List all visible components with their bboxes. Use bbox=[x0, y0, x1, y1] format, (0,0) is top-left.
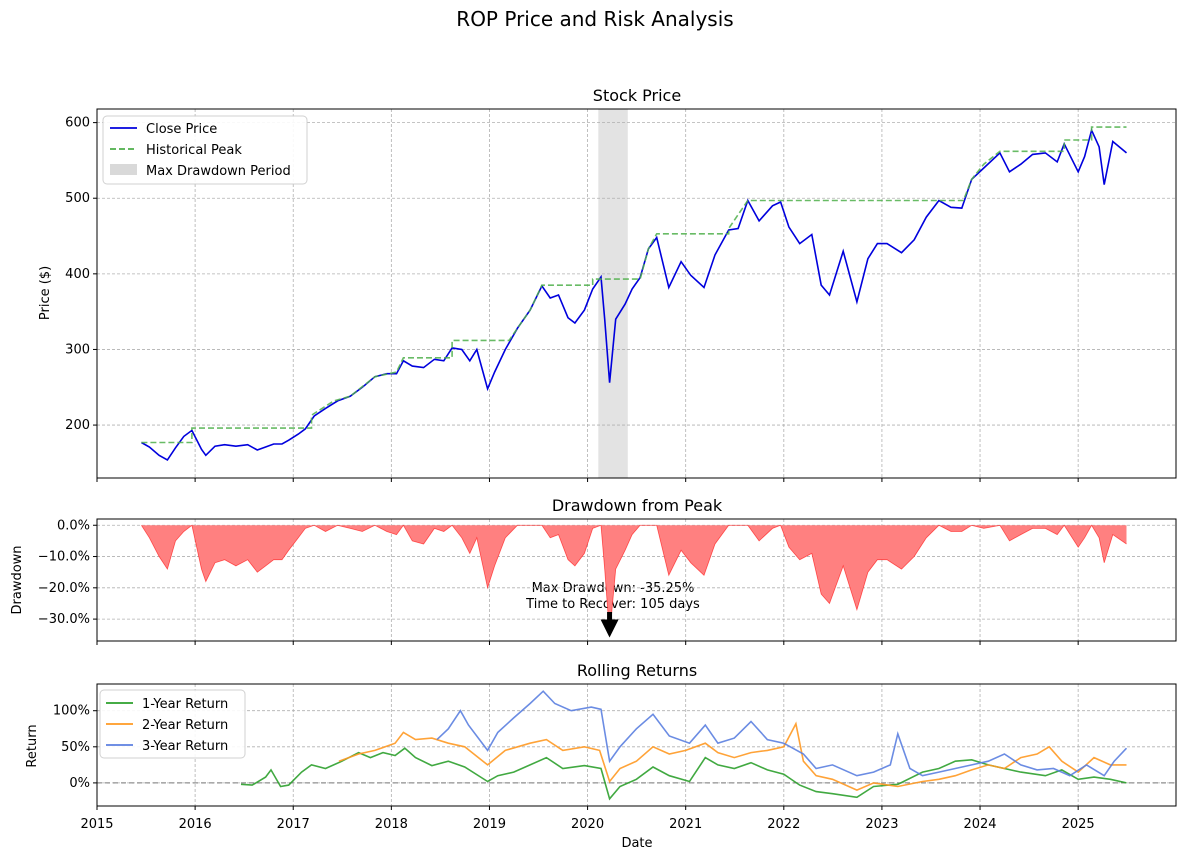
drawdown-axes-frame bbox=[96, 518, 1177, 642]
xtick-label-2022: 2022 bbox=[767, 817, 800, 832]
drawdown-edge-line bbox=[141, 524, 1127, 636]
historical-peak-line bbox=[141, 126, 1127, 444]
xtick-label-2020: 2020 bbox=[571, 817, 604, 832]
legend-drawdown-period-swatch bbox=[110, 164, 137, 175]
returns-ytick-label-2: 100% bbox=[53, 704, 90, 719]
max-drawdown-arrow-head bbox=[600, 619, 619, 638]
legend-three-year-label: 3-Year Return bbox=[142, 739, 228, 754]
drawdown-ytick-label-2: −20.0% bbox=[38, 581, 90, 596]
xtick-label-2016: 2016 bbox=[179, 817, 212, 832]
stock-price-panel: Stock Price Price ($) 200 300 400 500 600 Clo… bbox=[38, 86, 1177, 482]
rolling-returns-ylabel: Return bbox=[25, 724, 40, 767]
price-axes-frame bbox=[96, 108, 1177, 479]
xtick-label-2021: 2021 bbox=[669, 817, 702, 832]
close-price-line bbox=[141, 127, 1128, 461]
price-legend-box bbox=[102, 115, 308, 185]
drawdown-ytick-label-3: −30.0% bbox=[38, 612, 90, 627]
returns-axes-frame bbox=[96, 683, 1177, 807]
xtick-label-2019: 2019 bbox=[473, 817, 506, 832]
legend-historical-peak-label: Historical Peak bbox=[146, 143, 242, 158]
returns-ytick-label-1: 50% bbox=[61, 740, 90, 755]
xtick-label-2015: 2015 bbox=[80, 817, 113, 832]
drawdown-ytick-label-1: −10.0% bbox=[38, 550, 90, 565]
returns-ytick-label-0: 0% bbox=[69, 776, 90, 791]
one-year-return-line bbox=[240, 747, 1127, 801]
suptitle: ROP Price and Risk Analysis bbox=[456, 7, 733, 31]
price-ytick-label-2: 400 bbox=[65, 267, 90, 282]
returns-legend-box bbox=[99, 689, 246, 759]
stock-price-ylabel: Price ($) bbox=[38, 266, 53, 320]
rolling-returns-panel: Rolling Returns Return Date 0% 50% 100% 201… bbox=[25, 661, 1177, 851]
price-ytick-label-0: 200 bbox=[65, 418, 90, 433]
price-legend: Close Price Historical Peak Max Drawdown P… bbox=[102, 115, 308, 185]
xtick-label-2025: 2025 bbox=[1062, 817, 1095, 832]
legend-two-year-label: 2-Year Return bbox=[142, 718, 228, 733]
xtick-label-2017: 2017 bbox=[277, 817, 310, 832]
two-year-return-line bbox=[338, 721, 1127, 791]
price-ytick-label-4: 600 bbox=[65, 116, 90, 131]
xtick-label-2018: 2018 bbox=[375, 817, 408, 832]
drawdown-ytick-label-0: 0.0% bbox=[57, 518, 90, 533]
price-ytick-label-3: 500 bbox=[65, 191, 90, 206]
legend-drawdown-period-label: Max Drawdown Period bbox=[146, 164, 291, 179]
drawdown-area bbox=[141, 525, 1127, 636]
rolling-returns-xlabel: Date bbox=[621, 836, 652, 851]
xtick-label-2024: 2024 bbox=[963, 817, 996, 832]
drawdown-ylabel: Drawdown bbox=[10, 545, 25, 614]
three-year-return-line bbox=[436, 690, 1128, 777]
xtick-label-2023: 2023 bbox=[865, 817, 898, 832]
returns-legend: 1-Year Return 2-Year Return 3-Year Return bbox=[99, 689, 246, 759]
rolling-returns-title: Rolling Returns bbox=[577, 661, 697, 680]
price-ytick-label-1: 300 bbox=[65, 342, 90, 357]
stock-price-title: Stock Price bbox=[593, 86, 681, 105]
returns-grid bbox=[96, 684, 1176, 806]
legend-one-year-label: 1-Year Return bbox=[142, 697, 228, 712]
drawdown-title: Drawdown from Peak bbox=[552, 496, 723, 515]
legend-close-price-label: Close Price bbox=[146, 122, 217, 137]
drawdown-panel: Drawdown from Peak Drawdown Max Drawdown… bbox=[10, 496, 1177, 645]
